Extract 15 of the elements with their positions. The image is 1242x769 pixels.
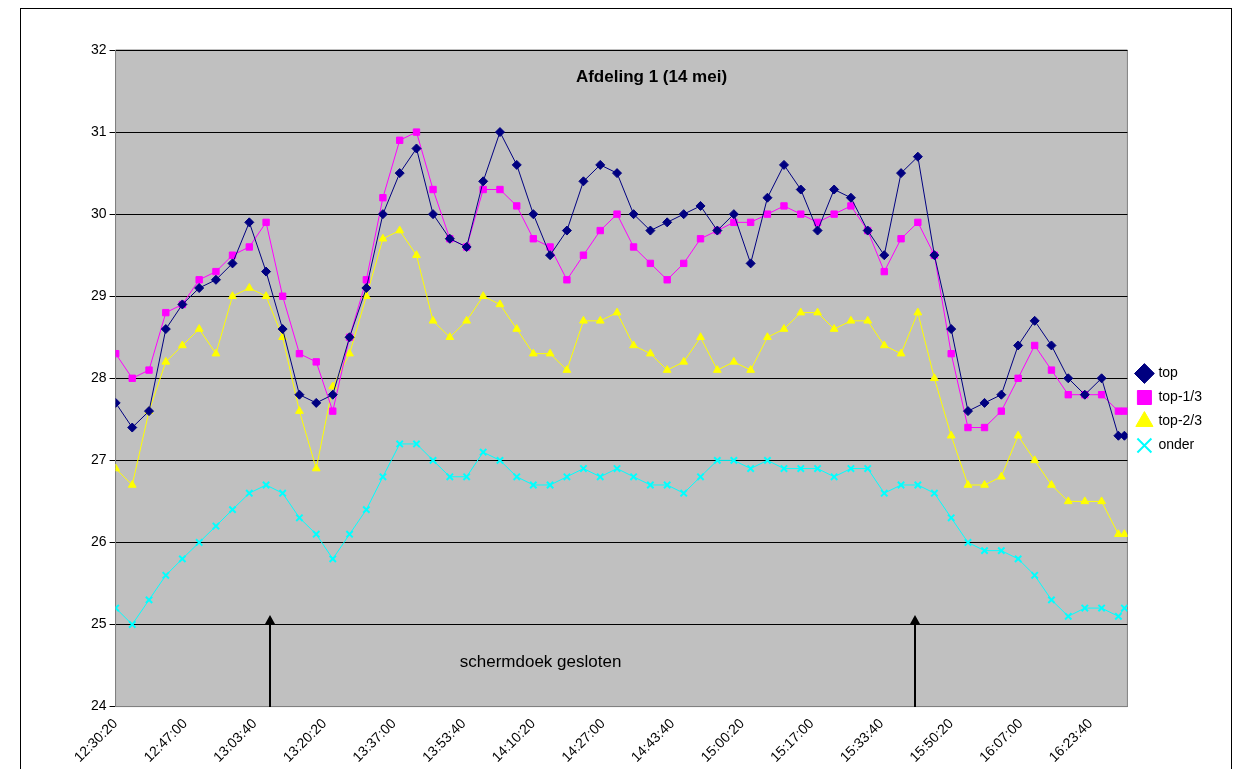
annotation: schermdoek gesloten	[459, 652, 622, 672]
y-tick-label: 28	[90, 369, 107, 386]
legend-label: onder	[1158, 436, 1195, 453]
y-tick-label: 32	[90, 40, 107, 57]
legend-label: top-2/3	[1158, 412, 1203, 429]
y-tick-label: 24	[90, 697, 107, 714]
y-tick-label: 27	[90, 451, 107, 468]
y-tick-label: 25	[90, 615, 107, 632]
y-tick-label: 31	[90, 122, 107, 139]
y-tick-label: 29	[90, 287, 107, 304]
legend-label: top-1/3	[1158, 388, 1203, 405]
y-tick-label: 26	[90, 533, 107, 550]
legend-label: top	[1158, 364, 1179, 381]
text: Afdeling 1 (14 mei)	[575, 66, 728, 86]
y-tick-label: 30	[90, 205, 107, 222]
